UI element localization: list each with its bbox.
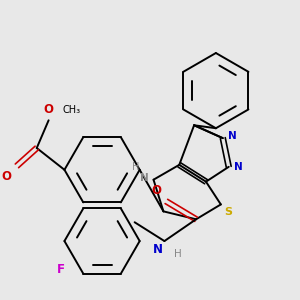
Text: H: H — [174, 249, 182, 259]
Text: O: O — [44, 103, 54, 116]
Text: O: O — [152, 184, 161, 196]
Text: H: H — [132, 162, 140, 172]
Text: N: N — [152, 243, 162, 256]
Text: S: S — [224, 207, 232, 218]
Text: O: O — [1, 170, 11, 183]
Text: CH₃: CH₃ — [62, 105, 81, 116]
Text: F: F — [56, 263, 64, 276]
Text: N: N — [228, 131, 236, 141]
Text: N: N — [234, 162, 242, 172]
Text: N: N — [140, 173, 148, 183]
